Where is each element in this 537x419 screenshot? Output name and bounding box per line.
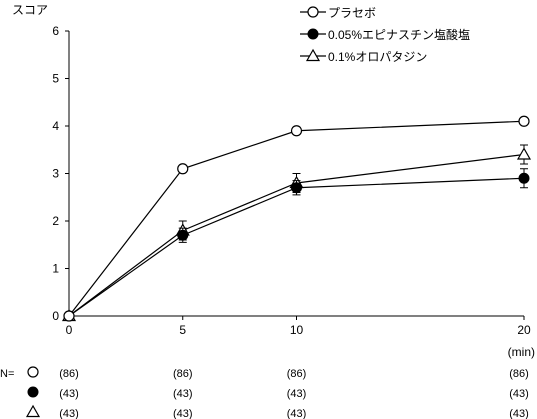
n-count: (86) [173,368,193,380]
series-line [68,153,525,317]
n-label: N= [0,368,14,380]
series-layer [61,115,532,322]
n-count: (43) [287,408,307,419]
y-axis-label: スコア [12,3,48,17]
n-count: (86) [509,368,529,380]
y-tick-label: 6 [52,24,59,38]
n-count: (86) [59,368,79,380]
y-tick-label: 4 [52,119,59,133]
legend: プラセボ 0.05%エピナスチン塩酸塩 0.1%オロパタジン [300,6,470,64]
data-point [290,125,303,137]
n-count: (43) [59,388,79,400]
legend-item: プラセボ [300,6,376,20]
n-count: (43) [59,408,79,419]
n-row: (43) (43) (43) (43) [27,386,529,400]
data-point [177,163,189,175]
data-point [63,310,75,322]
n-count: (43) [173,408,193,419]
data-point [518,115,530,127]
series-line [68,120,525,317]
legend-label: 0.05%エピナスチン塩酸塩 [328,27,470,42]
series-line [68,177,525,317]
legend-marker [305,48,321,62]
x-tick-label: 0 [66,323,73,337]
y-tick-label: 5 [52,72,59,86]
n-count: (43) [509,408,529,419]
n-count: (86) [287,368,307,380]
n-count: (43) [173,388,193,400]
sample-size-table: N= (86) (86) (86) (86)(43) (43) (43) (43)(43) (4… [0,366,529,419]
legend-item: 0.1%オロパタジン [300,48,427,64]
data-point [177,229,189,241]
legend-item: 0.05%エピナスチン塩酸塩 [300,27,470,42]
data-point [516,147,532,160]
data-point [291,182,302,194]
y-tick-label: 2 [52,214,59,228]
x-tick-label: 10 [290,323,304,337]
y-tick-label: 3 [52,167,59,181]
series-1 [63,115,530,322]
n-row-marker [27,386,39,398]
n-count: (43) [287,388,307,400]
x-tick-label: 20 [517,323,531,337]
x-tick-label: 5 [179,323,186,337]
legend-marker [307,6,319,18]
x-axis-unit: (min) [508,345,535,359]
axes: 0 1 2 3 4 5 6 0 5 10 20 (min) [52,24,535,359]
legend-label: 0.1%オロパタジン [328,50,427,64]
n-row-marker [25,404,41,418]
n-row: (43) (43) (43) (43) [25,404,529,419]
y-tick-label: 0 [52,309,59,323]
legend-label: プラセボ [328,6,376,20]
legend-marker [307,28,319,40]
series-2 [63,168,530,322]
n-row-marker [27,366,39,378]
n-count: (43) [509,388,529,400]
y-tick-label: 1 [52,262,59,276]
n-row: N= (86) (86) (86) (86) [0,366,529,380]
data-point [518,172,530,184]
